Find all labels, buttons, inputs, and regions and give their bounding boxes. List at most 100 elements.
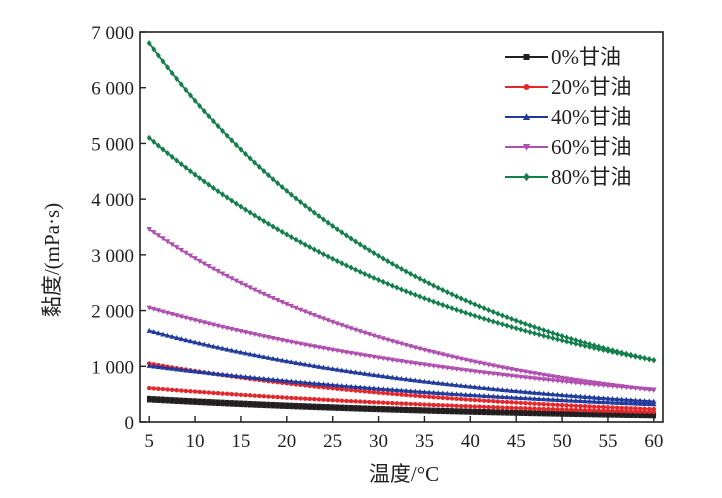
data-point	[201, 261, 207, 267]
data-point	[385, 408, 390, 413]
data-point	[362, 270, 368, 277]
data-point	[160, 58, 166, 65]
data-point	[371, 385, 377, 391]
data-point	[252, 393, 257, 398]
data-point	[624, 409, 629, 414]
data-point	[165, 387, 170, 392]
data-point	[522, 320, 528, 327]
data-point	[224, 346, 230, 352]
data-point	[550, 412, 556, 417]
data-point	[215, 344, 221, 350]
data-point	[293, 236, 299, 243]
data-point	[573, 377, 579, 383]
data-point	[523, 400, 528, 406]
data-point	[408, 401, 413, 407]
data-point	[302, 361, 308, 367]
data-point	[275, 226, 281, 233]
data-point	[527, 370, 533, 376]
data-point	[472, 392, 478, 398]
data-point	[330, 222, 336, 230]
data-point	[288, 303, 295, 309]
data-point	[614, 408, 620, 414]
data-point	[504, 373, 510, 379]
data-point	[417, 409, 423, 414]
data-point	[430, 379, 437, 385]
data-point	[504, 387, 510, 393]
data-point	[220, 401, 225, 407]
data-point	[545, 377, 551, 383]
data-point	[316, 363, 322, 369]
data-point	[169, 399, 175, 404]
data-point	[619, 413, 624, 418]
data-point	[504, 366, 510, 372]
data-point	[210, 343, 217, 349]
data-point	[394, 408, 400, 413]
data-point	[490, 393, 496, 399]
series-line	[148, 228, 654, 392]
data-point	[449, 381, 455, 387]
data-point	[573, 340, 579, 347]
data-point	[605, 405, 611, 410]
y-tick-label: 5 000	[91, 134, 134, 155]
data-point	[183, 250, 189, 256]
data-point	[518, 326, 524, 333]
data-point	[476, 360, 483, 366]
data-point	[587, 408, 592, 413]
data-point	[376, 252, 381, 259]
data-point	[458, 410, 464, 415]
data-point	[307, 362, 313, 368]
data-point	[344, 232, 349, 239]
data-point	[394, 392, 400, 397]
data-point	[596, 345, 602, 353]
data-point	[527, 375, 533, 381]
data-point	[183, 367, 189, 373]
data-point	[545, 391, 551, 397]
data-point	[352, 327, 359, 333]
data-point	[257, 393, 262, 399]
data-point	[206, 321, 212, 327]
data-point	[440, 380, 446, 386]
data-point	[536, 371, 542, 377]
data-point	[257, 403, 262, 408]
data-point	[192, 171, 198, 178]
data-point	[550, 374, 556, 380]
data-point	[633, 413, 638, 419]
data-point	[578, 412, 583, 418]
data-point	[192, 389, 198, 394]
data-point	[280, 395, 285, 400]
data-point	[174, 313, 180, 319]
data-point	[646, 356, 652, 363]
data-point	[270, 336, 276, 341]
data-point	[164, 310, 171, 316]
data-point	[297, 307, 304, 313]
data-point	[458, 391, 464, 397]
y-axis: 0 1 000 2 000 3 000 4 000 5 000 6 000 7 000	[91, 23, 146, 434]
data-point	[183, 164, 189, 171]
data-point	[169, 70, 175, 77]
data-point	[261, 167, 267, 175]
data-point	[495, 364, 501, 370]
data-point	[536, 325, 542, 332]
data-point	[353, 238, 359, 245]
data-point	[555, 412, 560, 417]
data-point	[297, 379, 304, 385]
data-point	[179, 397, 184, 402]
data-point	[490, 363, 496, 369]
data-point	[224, 273, 230, 279]
data-point	[256, 289, 262, 295]
data-point	[646, 401, 652, 407]
data-point	[348, 264, 354, 271]
data-point	[417, 361, 423, 367]
data-point	[550, 402, 556, 407]
data-point	[619, 408, 624, 414]
data-point	[358, 407, 363, 412]
data-point	[522, 395, 529, 401]
data-point	[436, 409, 441, 414]
data-point	[449, 366, 455, 372]
data-point	[463, 410, 468, 415]
data-point	[564, 376, 570, 382]
data-point	[321, 216, 326, 223]
data-point	[647, 413, 652, 419]
data-point	[307, 206, 313, 213]
